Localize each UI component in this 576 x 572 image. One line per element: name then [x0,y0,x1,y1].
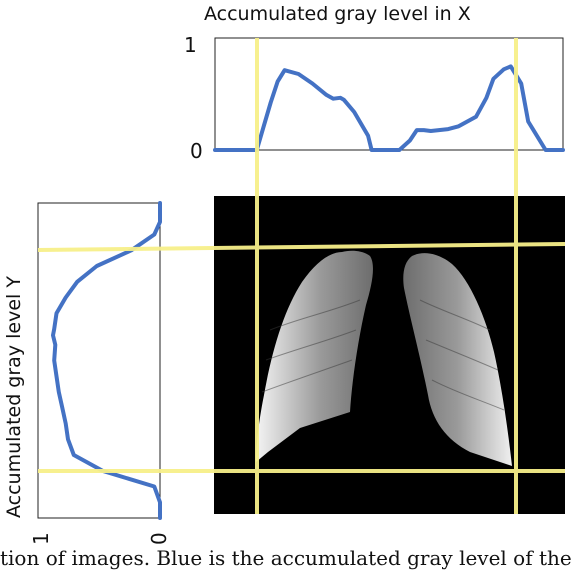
guide-top-horizontal [37,242,566,252]
top-ytick-0: 0 [190,139,203,163]
figure-caption: tion of images. Blue is the accumulated … [0,548,576,570]
y-profile-series-line [51,201,162,520]
left-xtick-0: 0 [147,532,171,545]
left-lung [256,250,373,462]
left-plot-frame [37,202,161,519]
top-ytick-1: 1 [184,33,197,57]
x-profile-series-line [213,64,565,152]
top-plot-frame [214,37,564,151]
right-lung [403,253,512,466]
guide-lines [37,38,566,514]
left-xtick-1: 1 [29,532,53,545]
x-axis-title: Accumulated gray level in X [204,3,471,25]
y-axis-title: Accumulated gray level Y [3,276,25,518]
